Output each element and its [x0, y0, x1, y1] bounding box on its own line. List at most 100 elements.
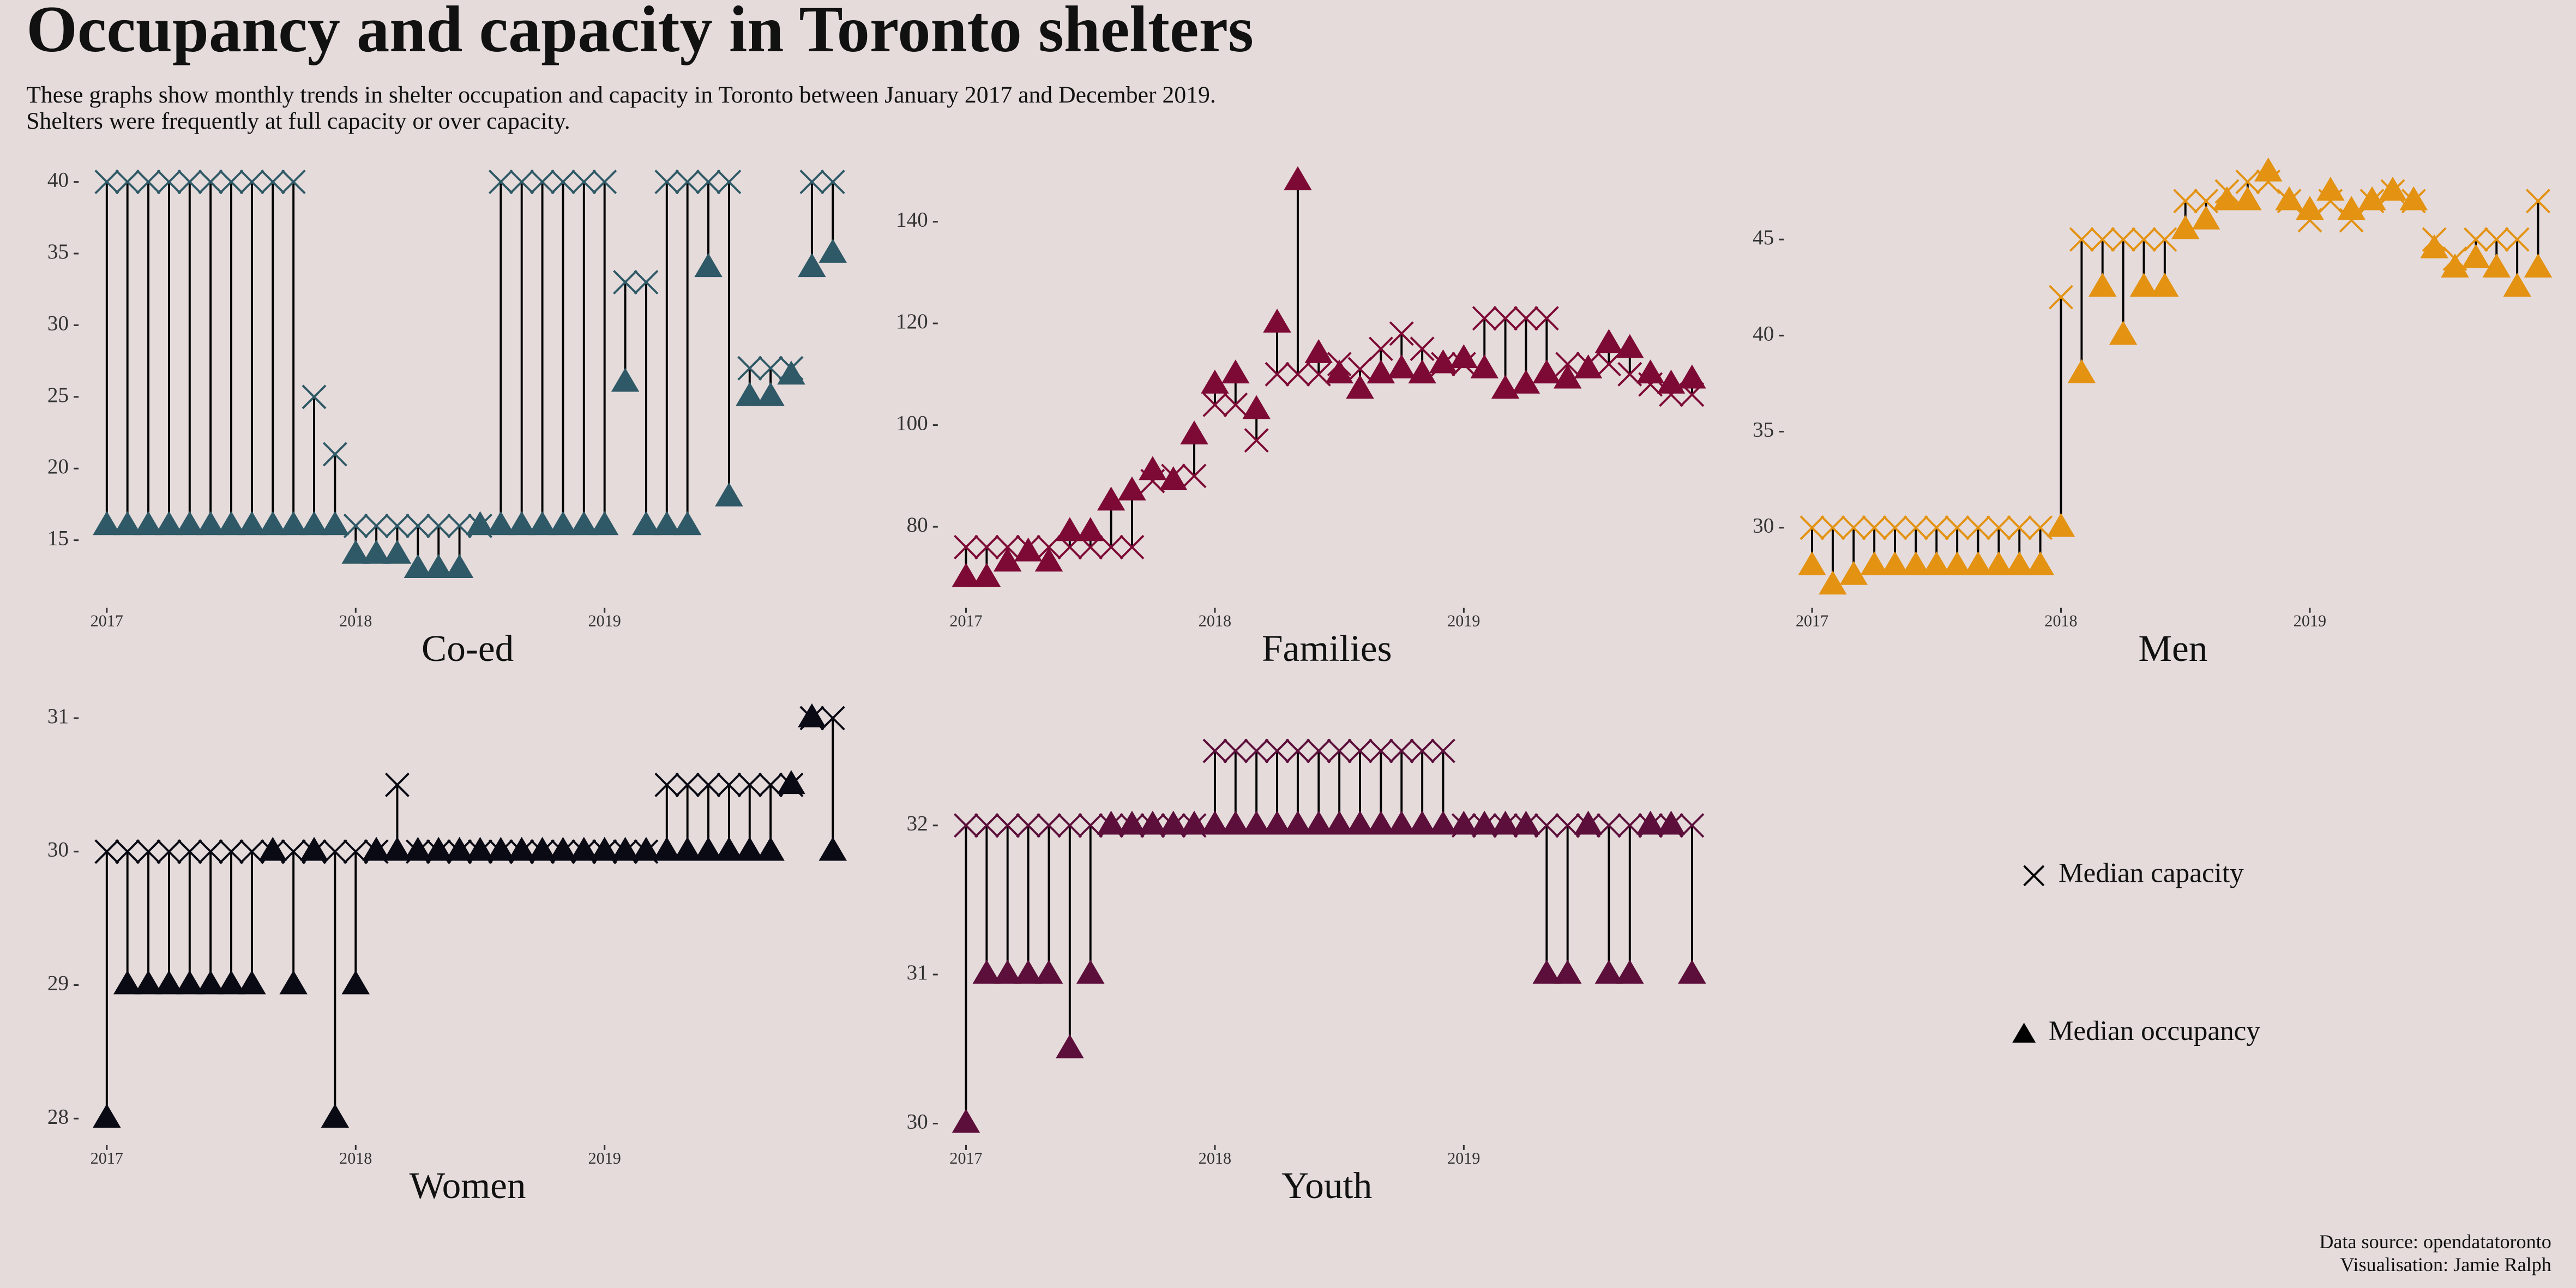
y-tick-label: 28 — [47, 1105, 69, 1128]
occupancy-marker — [1221, 359, 1250, 384]
capacity-marker — [1534, 306, 1559, 331]
occupancy-marker — [2234, 186, 2262, 210]
occupancy-marker — [321, 1104, 350, 1128]
occupancy-marker — [1118, 810, 1146, 835]
occupancy-marker — [1263, 308, 1291, 333]
occupancy-marker — [1346, 810, 1374, 835]
occupancy-marker — [798, 703, 826, 727]
occupancy-marker — [673, 836, 702, 861]
x-tick-label: 2018 — [2044, 612, 2077, 630]
capacity-marker — [1347, 357, 1373, 382]
occupancy-marker — [570, 836, 598, 861]
legend-label: Median capacity — [2059, 858, 2244, 889]
occupancy-marker — [1097, 486, 1126, 511]
occupancy-marker — [1449, 344, 1478, 369]
capacity-marker — [1389, 738, 1414, 763]
capacity-marker — [2111, 227, 2136, 252]
occupancy-marker — [653, 836, 681, 861]
x-tick-label: 2017 — [91, 1149, 123, 1167]
occupancy-marker — [736, 836, 764, 861]
occupancy-marker — [1139, 456, 1167, 480]
capacity-marker — [974, 534, 999, 559]
panel-title: Women — [410, 1164, 526, 1206]
occupancy-marker — [1553, 364, 1582, 389]
y-tick-label: 30 — [47, 311, 69, 335]
occupancy-marker — [2461, 244, 2490, 268]
occupancy-marker — [1491, 375, 1520, 399]
occupancy-marker — [2399, 186, 2428, 210]
occupancy-marker — [1056, 517, 1084, 541]
capacity-marker — [1389, 321, 1414, 346]
capacity-marker — [1327, 738, 1352, 763]
occupancy-marker — [466, 511, 495, 535]
occupancy-marker — [113, 511, 142, 535]
capacity-marker — [239, 170, 264, 195]
capacity-marker — [1493, 306, 1518, 331]
y-tick-label: 40 — [1753, 322, 1774, 345]
capacity-marker — [239, 839, 264, 864]
occupancy-marker — [486, 836, 515, 861]
occupancy-marker — [279, 511, 308, 535]
x-tick-label: 2017 — [91, 612, 123, 630]
occupancy-marker — [1242, 395, 1271, 419]
capacity-marker — [592, 170, 617, 195]
occupancy-marker — [2005, 551, 2034, 576]
occupancy-marker — [2482, 253, 2511, 278]
capacity-marker — [696, 170, 721, 195]
occupancy-marker — [404, 554, 432, 579]
y-tick-label: 25 — [47, 383, 69, 407]
occupancy-marker — [1678, 960, 1706, 984]
capacity-marker — [1410, 738, 1435, 763]
occupancy-marker — [777, 360, 805, 385]
occupancy-marker — [362, 836, 390, 861]
y-tick-label: 20 — [47, 455, 69, 478]
occupancy-marker — [2192, 205, 2220, 230]
capacity-marker — [974, 813, 999, 838]
occupancy-marker — [1408, 359, 1436, 384]
occupancy-marker — [258, 511, 287, 535]
y-tick-label: 40 — [47, 168, 69, 192]
occupancy-marker — [258, 836, 287, 861]
occupancy-marker — [1367, 810, 1395, 835]
occupancy-marker — [1429, 349, 1458, 374]
occupancy-marker — [1574, 810, 1603, 835]
occupancy-marker — [1553, 960, 1582, 984]
capacity-marker — [2090, 227, 2115, 252]
occupancy-marker — [1180, 810, 1208, 835]
capacity-marker — [1945, 515, 1970, 540]
capacity-marker — [364, 513, 389, 538]
occupancy-marker — [341, 539, 370, 564]
occupancy-marker — [2254, 157, 2283, 182]
capacity-marker — [995, 534, 1020, 559]
occupancy-marker — [570, 511, 598, 535]
occupancy-marker — [321, 511, 350, 535]
capacity-marker — [1057, 813, 1082, 838]
occupancy-marker — [1798, 551, 1826, 576]
capacity-marker — [799, 170, 824, 195]
y-tick-label: 35 — [1753, 418, 1774, 442]
occupancy-marker — [2358, 186, 2386, 210]
occupancy-marker — [176, 511, 204, 535]
occupancy-marker — [756, 382, 785, 406]
occupancy-marker — [1367, 359, 1395, 384]
occupancy-marker — [798, 253, 826, 278]
capacity-marker — [654, 170, 679, 195]
capacity-marker — [1285, 362, 1310, 387]
occupancy-marker — [2109, 321, 2138, 345]
occupancy-marker — [2151, 273, 2179, 297]
occupancy-marker — [694, 253, 723, 278]
occupancy-marker — [1325, 359, 1353, 384]
occupancy-marker — [1616, 334, 1644, 358]
occupancy-marker — [362, 539, 390, 564]
capacity-marker — [717, 772, 742, 797]
capacity-marker — [136, 170, 161, 195]
capacity-marker — [2484, 227, 2509, 252]
occupancy-marker — [694, 836, 723, 861]
y-tick-label: 32 — [907, 812, 928, 835]
occupancy-marker — [1139, 810, 1167, 835]
occupancy-marker — [2067, 359, 2096, 383]
capacity-marker — [177, 170, 202, 195]
occupancy-marker — [1242, 810, 1271, 835]
occupancy-marker — [611, 836, 640, 861]
occupancy-marker — [1922, 551, 1951, 576]
